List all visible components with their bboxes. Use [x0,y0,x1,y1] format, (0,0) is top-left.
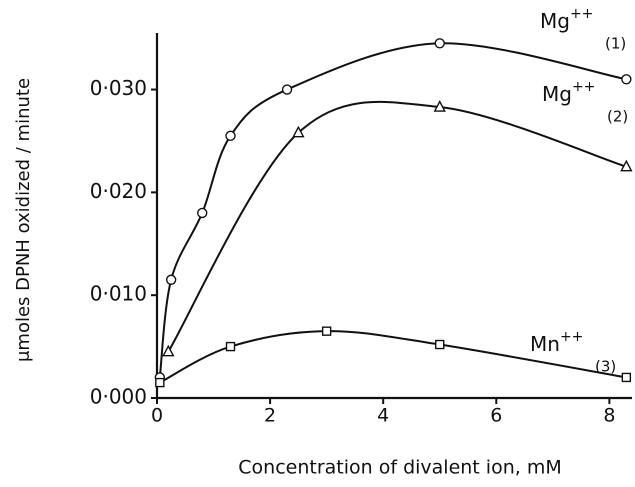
series-label: Mn++ [530,329,583,356]
x-tick-label: 4 [377,405,389,427]
y-axis-label: μmoles DPNH oxidized / minute [13,78,34,362]
y-tick-label: 0·020 [90,179,147,203]
marker [162,344,175,357]
series-name: Mg [542,82,572,106]
x-tick-label: 2 [264,405,276,427]
marker [292,125,305,138]
marker [155,377,165,388]
marker [621,74,632,85]
marker [321,326,332,336]
series-line [159,330,627,384]
marker [197,207,208,219]
marker [434,38,445,49]
marker [165,274,177,285]
marker [433,100,446,112]
y-tick-label: 0·000 [90,385,147,409]
series-charge: ++ [570,6,593,22]
series-name: Mn [530,332,560,356]
series-name: Mg [540,9,570,33]
marker [435,339,445,350]
marker [281,84,293,95]
series-label: Mg++ [542,79,595,106]
x-axis-label: Concentration of divalent ion, mM [238,457,561,479]
series-charge: ++ [572,79,595,95]
x-tick-label: 6 [490,405,502,427]
series-charge: ++ [560,329,583,345]
series-line [167,100,627,353]
series-number: (2) [607,108,628,126]
x-tick-label: 8 [603,405,615,427]
series-label: Mg++ [540,6,593,33]
marker [225,130,236,142]
marker [620,159,633,172]
y-tick-label: 0·010 [90,282,147,306]
marker [225,341,236,352]
x-tick-label: 0 [151,405,163,427]
series-number: (1) [605,35,626,53]
y-tick-label: 0·030 [90,76,147,100]
series-number: (3) [595,358,616,376]
marker [621,372,632,383]
